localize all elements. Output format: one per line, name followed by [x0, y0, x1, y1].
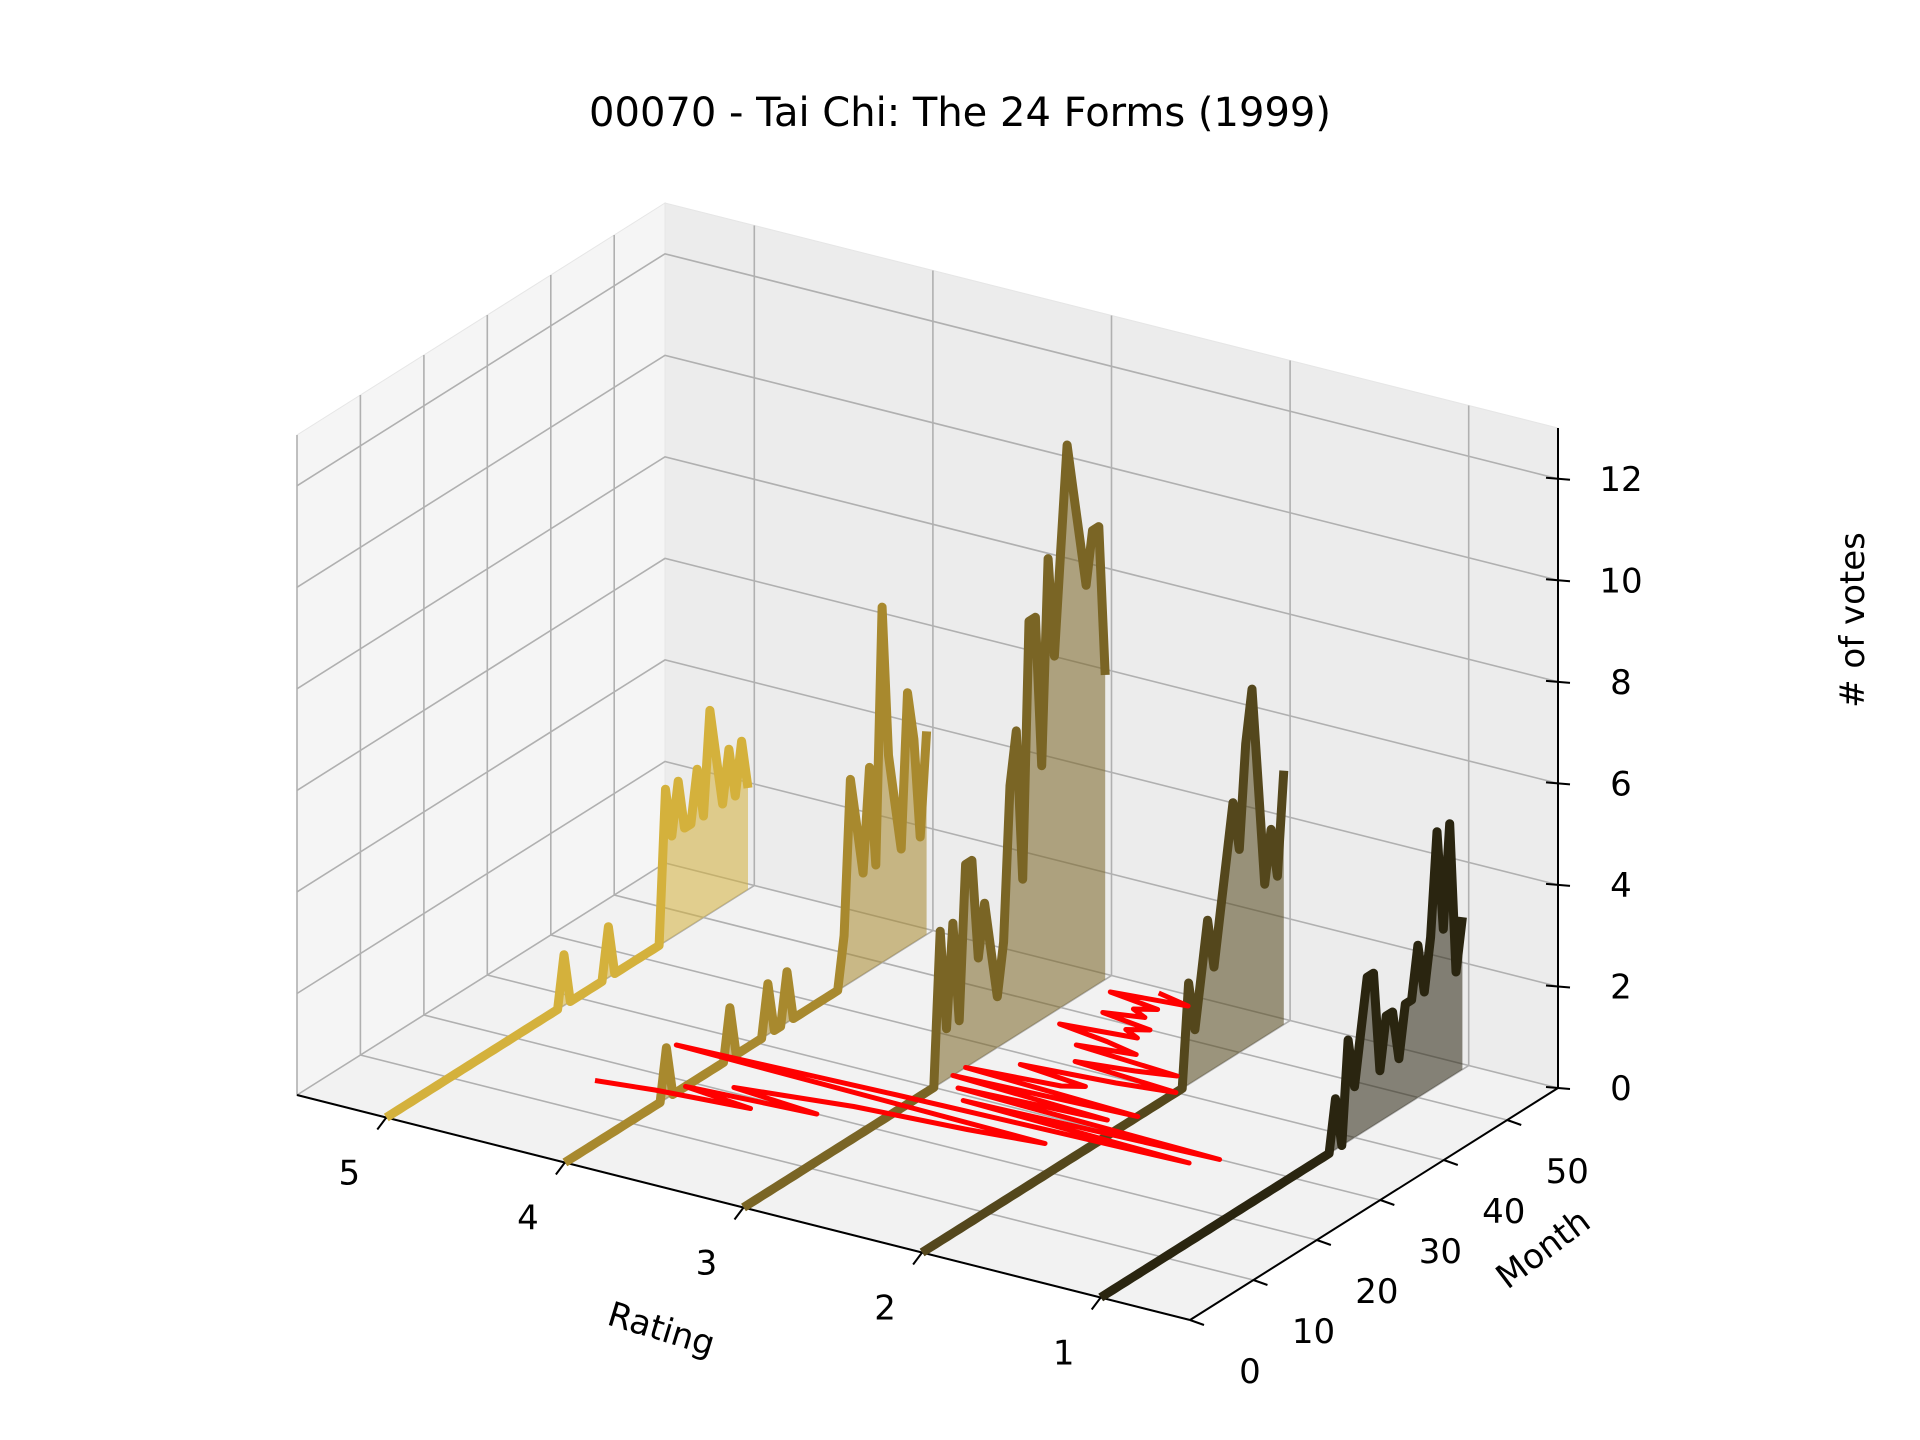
y-tick-mark [1253, 1279, 1268, 1286]
y-tick-label: 30 [1419, 1232, 1462, 1272]
y-axis-line [1189, 1087, 1559, 1321]
x-tick-label: 3 [696, 1244, 718, 1284]
y-tick-label: 0 [1239, 1352, 1261, 1392]
grid-line-votes [296, 455, 1559, 690]
z-tick-label: 6 [1610, 764, 1632, 804]
x-tick-label: 4 [517, 1199, 539, 1239]
y-tick-mark [1380, 1199, 1395, 1206]
y-tick-label: 20 [1355, 1272, 1398, 1312]
series-line-rating-4 [562, 602, 932, 1167]
y-tick-mark [1189, 1319, 1205, 1326]
y-tick-label: 10 [1292, 1312, 1335, 1352]
series-line-rating-3 [741, 440, 1110, 1212]
z-tick-mark [1545, 781, 1571, 786]
y-tick-mark [1443, 1159, 1459, 1166]
x-tick-mark [733, 1206, 745, 1221]
mean-rating-line [594, 989, 1223, 1166]
x-tick-mark [376, 1116, 388, 1131]
x-tick-label: 2 [874, 1289, 896, 1329]
z-axis-label: # of votes [1833, 532, 1873, 708]
y-tick-mark [1316, 1239, 1332, 1246]
z-tick-mark [1545, 1086, 1571, 1090]
z-tick-mark [1545, 476, 1571, 481]
x-tick-label: 5 [338, 1154, 360, 1194]
z-tick-mark [1545, 679, 1571, 684]
series-rating-1 [1098, 819, 1467, 1302]
series-rating-4 [562, 602, 932, 1167]
y-tick-label: 40 [1482, 1192, 1525, 1232]
mean-rating-polyline [594, 989, 1223, 1166]
y-tick-mark [1506, 1119, 1522, 1126]
grid-line-votes [296, 354, 1559, 588]
z-tick-mark [1545, 882, 1571, 887]
x-tick-mark [912, 1251, 923, 1266]
series-area-rating-1 [1100, 823, 1463, 1298]
z-tick-label: 10 [1599, 561, 1642, 601]
z-tick-mark [1545, 984, 1571, 989]
z-tick-mark [1545, 578, 1571, 583]
chart-series [383, 440, 1467, 1302]
x-tick-label: 1 [1053, 1334, 1075, 1374]
x-axis-label: Rating [603, 1294, 720, 1364]
chart-title: 00070 - Tai Chi: The 24 Forms (1999) [589, 90, 1331, 136]
series-rating-5 [383, 705, 753, 1122]
z-tick-label: 12 [1599, 460, 1642, 500]
grid-line-votes [296, 557, 1559, 792]
series-area-rating-4 [564, 607, 927, 1163]
x-tick-mark [1090, 1296, 1102, 1311]
z-tick-label: 8 [1610, 663, 1632, 703]
x-tick-mark [555, 1161, 566, 1176]
series-line-rating-1 [1098, 819, 1467, 1302]
z-tick-label: 2 [1610, 967, 1632, 1007]
z-tick-label: 4 [1610, 866, 1632, 906]
grid-line-votes [296, 252, 1559, 487]
series-line-rating-5 [383, 705, 753, 1122]
series-rating-3 [741, 440, 1110, 1212]
series-area-rating-3 [743, 445, 1106, 1208]
z-tick-label: 0 [1610, 1069, 1632, 1109]
y-tick-label: 50 [1546, 1152, 1589, 1192]
